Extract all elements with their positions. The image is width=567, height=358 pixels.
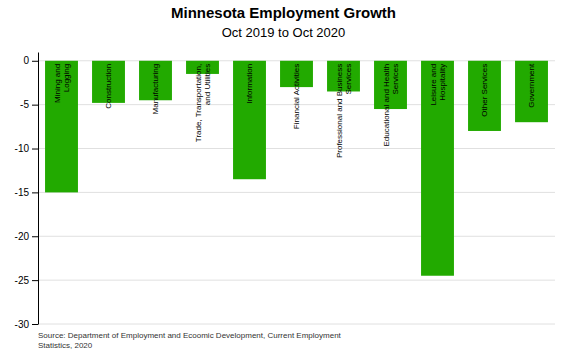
y-axis-line — [38, 53, 39, 325]
y-tick-mark — [32, 236, 38, 237]
y-tick-mark — [32, 280, 38, 281]
title: Minnesota Employment Growth — [171, 4, 396, 21]
category-label: Information — [245, 64, 254, 104]
y-axis: 0 -5 -10 -15 -20 -25 -30 — [15, 53, 39, 330]
y-tick: -10 — [15, 143, 38, 154]
grid-line — [38, 280, 555, 281]
bar — [45, 61, 78, 193]
bar — [233, 61, 266, 179]
y-tick-mark — [32, 324, 38, 325]
grid-line — [38, 324, 555, 325]
category-label: Financial Activities — [292, 64, 301, 129]
category-label: Other Services — [480, 64, 489, 117]
bars — [45, 61, 548, 276]
y-tick: -20 — [15, 231, 38, 242]
category-label: Government — [527, 63, 536, 108]
y-tick-label: -30 — [15, 319, 30, 330]
annotation: Source: Department of Employment and Eco… — [38, 331, 342, 350]
category-label: Mining andLogging — [53, 64, 71, 103]
bar — [468, 61, 501, 131]
y-tick: 0 — [23, 55, 38, 66]
category-labels: Mining andLogging Construction Manufacturi… — [53, 63, 537, 158]
y-tick: -5 — [20, 99, 38, 110]
category-label: Construction — [104, 64, 113, 109]
y-tick-label: -25 — [15, 275, 30, 286]
subtitle: Oct 2019 to Oct 2020 — [222, 25, 346, 40]
y-tick: -15 — [15, 187, 38, 198]
y-tick: -30 — [15, 319, 38, 330]
y-tick-label: -20 — [15, 231, 30, 242]
grid-line — [38, 192, 555, 193]
category-label: Educational and HealthServices — [382, 64, 400, 147]
grid-line — [38, 236, 555, 237]
y-tick-label: -10 — [15, 143, 30, 154]
category-label: Manufacturing — [151, 64, 160, 115]
bar — [421, 61, 454, 276]
y-tick: -25 — [15, 275, 38, 286]
category-label: Trade, Transportation,and Utilities — [194, 64, 212, 142]
y-tick-label: -5 — [20, 99, 29, 110]
y-tick-mark — [32, 192, 38, 193]
y-tick-mark — [32, 105, 38, 106]
category-label: Professional and BusinessServices — [335, 64, 353, 158]
category-label: Leisure andHospitality — [429, 64, 447, 106]
chart: Minnesota Employment Growth Oct 2019 to O… — [0, 0, 567, 358]
plot: 0 -5 -10 -15 -20 -25 -30 Mining andLogging Const… — [15, 53, 555, 330]
bar — [515, 61, 548, 122]
grid — [38, 61, 555, 324]
y-tick-mark — [32, 61, 38, 62]
y-tick-mark — [32, 149, 38, 150]
grid-line — [38, 148, 555, 149]
y-tick-label: 0 — [23, 55, 29, 66]
y-tick-label: -15 — [15, 187, 30, 198]
